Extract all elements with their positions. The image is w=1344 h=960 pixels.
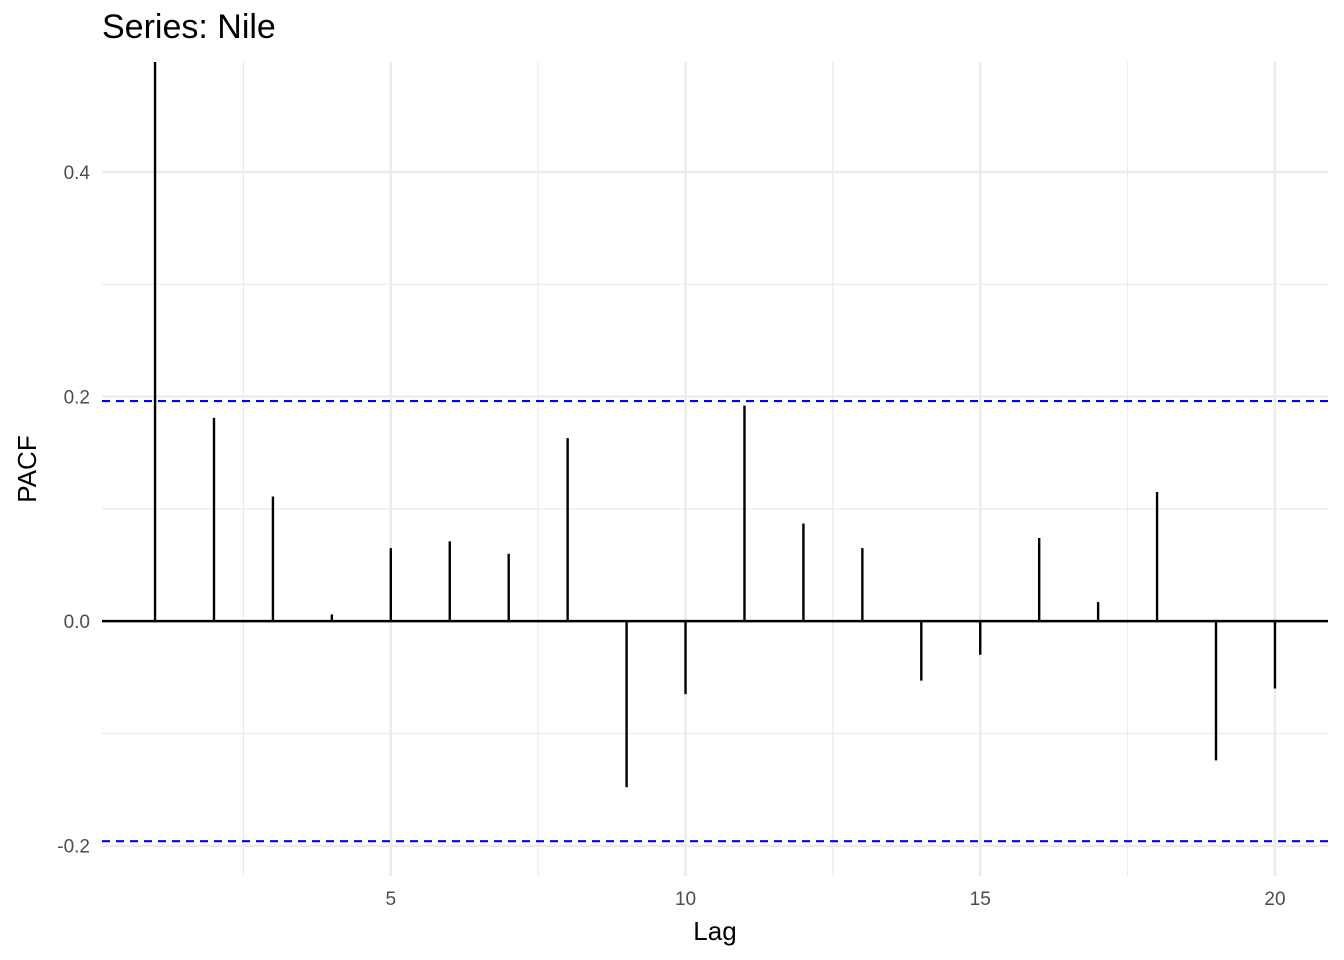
y-tick-label: 0.2: [64, 388, 90, 409]
y-axis-title: PACF: [12, 435, 42, 502]
chart-title: Series: Nile: [102, 8, 276, 46]
y-axis-ticks: -0.2 0.0 0.2 0.4: [57, 163, 90, 858]
x-tick-label: 5: [386, 889, 397, 910]
major-gridlines: [102, 62, 1328, 876]
x-tick-label: 10: [675, 889, 696, 910]
y-tick-label: 0.4: [64, 163, 91, 184]
pacf-bars: [153, 62, 1277, 788]
x-tick-label: 20: [1264, 889, 1285, 910]
y-tick-label: 0.0: [64, 612, 90, 633]
x-axis-title: Lag: [693, 916, 736, 946]
y-tick-label: -0.2: [57, 837, 90, 858]
minor-gridlines: [102, 62, 1328, 876]
x-axis-ticks: 5 10 15 20: [386, 889, 1286, 910]
x-tick-label: 15: [970, 889, 991, 910]
